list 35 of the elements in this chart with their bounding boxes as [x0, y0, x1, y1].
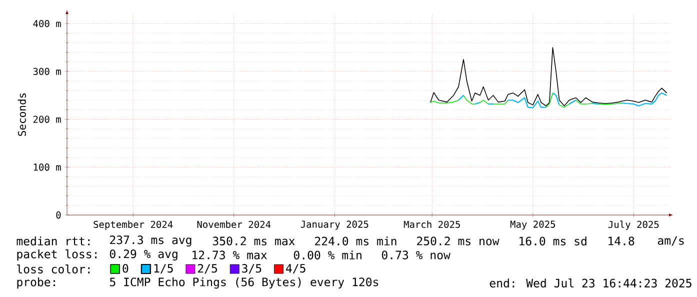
text: end: Wed Jul 23 16:44:23 2025: [490, 278, 692, 288]
text: am/s: [658, 236, 684, 246]
y-tick-label: 400 m: [33, 20, 61, 28]
text: 5 ICMP Echo Pings (56 Bytes) every 120s: [110, 277, 378, 289]
text: packet loss:: [17, 249, 97, 261]
legend-label: 0: [122, 264, 128, 273]
text: 14.8: [608, 236, 634, 246]
x-tick-label: September 2024: [94, 220, 173, 230]
legend-title: loss color:: [17, 264, 90, 274]
y-tick-label: 100 m: [34, 164, 61, 171]
x-tick-label: January 2025: [300, 220, 368, 230]
text: 12.73 % max: [192, 250, 267, 260]
line-series: [430, 47, 668, 106]
legend-label: 1/5: [154, 264, 173, 274]
text: 0.73 % now: [382, 250, 450, 260]
x-tick-label: May 2025: [510, 220, 555, 230]
text: 250.2 ms now: [417, 236, 500, 246]
y-tick-label: 300 m: [33, 68, 61, 76]
x-tick-label: November 2024: [197, 220, 271, 228]
y-tick-label: 200 m: [33, 116, 61, 123]
x-tick-label: March 2025: [404, 220, 460, 228]
text: 224.0 ms min: [315, 236, 396, 246]
text: 237.3 ms avg: [110, 236, 192, 246]
text: 0.29 % avg: [110, 250, 178, 260]
y-tick-label: 0: [56, 211, 61, 219]
text: probe:: [17, 277, 55, 289]
text: median rtt:: [16, 236, 90, 246]
legend-label: 2/5: [198, 264, 217, 274]
x-tick-label: July 2025: [608, 220, 659, 230]
text: 16.0 ms sd: [520, 236, 586, 246]
legend-label: 4/5: [286, 264, 306, 274]
text: 350.2 ms max: [212, 236, 295, 246]
y-axis-title: Seconds: [18, 93, 26, 136]
legend-label: 3/5: [242, 264, 262, 274]
text: 0.00 % min: [294, 250, 362, 260]
